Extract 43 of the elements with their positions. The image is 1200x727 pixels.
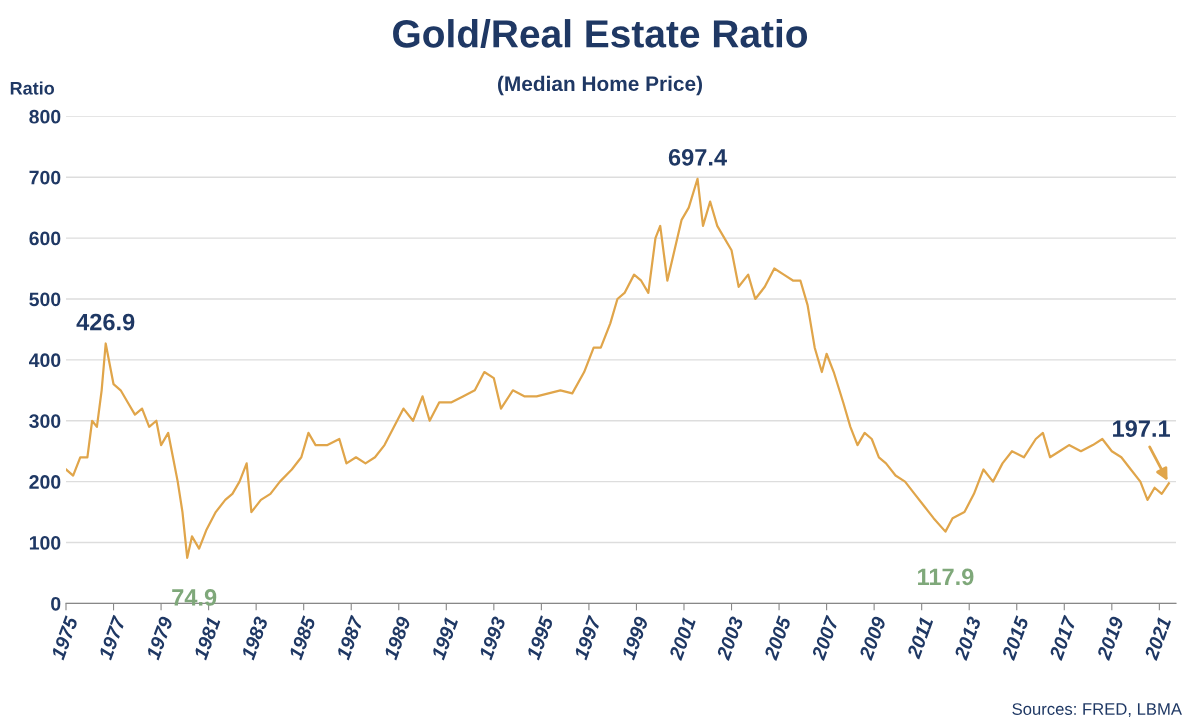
x-tick-label: 2017 — [1048, 614, 1077, 662]
annotation: 197.1 — [1113, 420, 1170, 437]
x-tick-label: 1979 — [145, 615, 174, 661]
x-tick-label: 1999 — [621, 615, 649, 661]
source-note: Sources: FRED, LBMA — [1012, 703, 1182, 717]
line-series — [66, 177, 1170, 559]
y-tick-label: 700 — [29, 170, 61, 185]
x-tick-label: 1993 — [478, 615, 507, 661]
chart-subtitle: (Median Home Price) — [498, 75, 702, 96]
y-tick-label: 300 — [29, 414, 61, 429]
y-axis-title: Ratio — [10, 81, 55, 95]
chart-title: Gold/Real Estate Ratio — [393, 19, 808, 49]
x-tick-label: 1997 — [573, 614, 602, 661]
y-tick-label: 200 — [29, 475, 61, 489]
x-tick-label: 2011 — [906, 616, 934, 660]
x-tick-label: 1975 — [50, 615, 79, 661]
x-tick-label: 1987 — [335, 614, 364, 661]
annotation: 117.9 — [918, 568, 974, 586]
x-tick-label: 2005 — [763, 615, 792, 662]
y-tick-label: 100 — [29, 535, 61, 550]
x-tick-label: 1977 — [98, 614, 127, 661]
annotation: 426.9 — [76, 313, 135, 331]
y-tick-label: 400 — [28, 353, 61, 368]
x-tick-label: 1983 — [240, 615, 269, 661]
x-tick-label: 2021 — [1143, 616, 1172, 662]
x-tick-label: 1989 — [383, 615, 412, 661]
x-tick-label: 2001 — [668, 616, 696, 662]
annotation: 74.9 — [172, 589, 217, 606]
x-tick-label: 1985 — [288, 615, 317, 661]
y-tick-label: 0 — [51, 596, 61, 611]
y-tick-label: 500 — [29, 292, 61, 307]
x-tick-label: 1981 — [193, 616, 221, 661]
annotation: 697.4 — [668, 148, 727, 166]
x-tick-label: 2003 — [715, 615, 744, 662]
x-tick-label: 2015 — [1001, 615, 1030, 662]
x-tick-label: 2013 — [953, 615, 982, 662]
y-tick-label: 800 — [29, 109, 61, 124]
x-tick-label: 1991 — [430, 616, 459, 661]
x-tick-label: 1995 — [526, 615, 554, 661]
x-tick-label: 2007 — [811, 614, 840, 662]
x-tick-label: 2019 — [1096, 615, 1125, 662]
y-tick-label: 600 — [29, 231, 61, 246]
x-tick-label: 2009 — [858, 615, 887, 662]
